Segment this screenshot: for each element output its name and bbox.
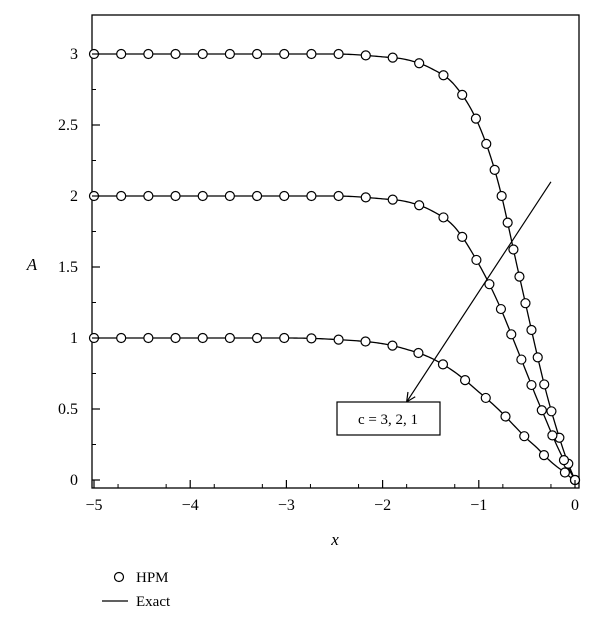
hpm-point-c2 [438, 212, 449, 223]
hpm-point-c2 [558, 455, 570, 466]
hpm-point-c2 [333, 190, 344, 202]
hpm-point-c2 [360, 192, 371, 203]
hpm-point-c2 [387, 194, 398, 205]
hpm-point-c1 [279, 332, 290, 344]
y-tick-label: 3 [70, 46, 78, 63]
hpm-point-c3 [496, 190, 507, 202]
hpm-point-c2 [251, 190, 263, 202]
hpm-point-c2 [526, 379, 537, 391]
hpm-point-c1 [143, 332, 154, 344]
hpm-point-c2 [224, 190, 235, 202]
hpm-point-c2 [506, 329, 517, 340]
hpm-point-c1 [387, 340, 398, 351]
hpm-point-c3 [251, 48, 263, 60]
legend-hpm-label: HPM [136, 570, 169, 586]
hpm-point-c1 [538, 450, 550, 461]
hpm-point-c3 [502, 217, 513, 228]
hpm-point-c3 [387, 52, 398, 63]
hpm-point-c3 [170, 48, 181, 60]
y-tick-label: 2.5 [58, 117, 78, 134]
annotation-text: c = 3, 2, 1 [358, 412, 418, 428]
hpm-point-c1 [116, 332, 127, 344]
hpm-point-c2 [484, 279, 495, 290]
hpm-point-c2 [457, 231, 468, 242]
hpm-point-c1 [306, 333, 317, 344]
hpm-point-c3 [546, 406, 557, 417]
axis-layer: −5 −4 −3 −2 −1 0 0 0.5 1 1.5 2 2.5 3 [58, 46, 579, 514]
y-tick-label: 2 [70, 188, 78, 205]
hpm-point-c1 [459, 375, 471, 386]
hpm-point-c3 [333, 48, 344, 60]
hpm-point-c1 [559, 467, 571, 478]
hpm-point-c3 [508, 244, 519, 255]
x-tick-label: 0 [571, 497, 579, 514]
legend-hpm-marker [113, 571, 125, 583]
hpm-point-c1 [519, 431, 530, 442]
hpm-point-c2 [414, 200, 425, 211]
hpm-point-c3 [360, 50, 371, 61]
hpm-point-c1 [500, 411, 511, 422]
hpm-point-c2 [306, 190, 317, 202]
legend-exact-label: Exact [136, 594, 171, 610]
hpm-point-c3 [470, 113, 482, 124]
legend: HPM Exact [102, 570, 171, 610]
hpm-point-c1 [197, 332, 208, 344]
hpm-point-c3 [306, 48, 317, 60]
annotation-arrow [406, 181, 552, 403]
hpm-marker-layer [88, 48, 581, 486]
hpm-point-c2 [143, 190, 154, 202]
hpm-point-c2 [516, 354, 527, 365]
x-tick-label: −1 [470, 497, 487, 514]
hpm-point-c1 [360, 336, 371, 347]
hpm-point-c3 [520, 298, 531, 309]
hpm-point-c1 [251, 332, 263, 344]
hpm-point-c2 [495, 303, 507, 315]
hpm-point-c3 [481, 138, 492, 149]
hpm-point-c2 [279, 190, 290, 202]
y-tick-label: 1 [70, 330, 78, 347]
annotation: c = 3, 2, 1 [336, 181, 552, 436]
hpm-point-c3 [526, 324, 537, 336]
x-axis-label: x [330, 530, 339, 549]
hpm-point-c3 [224, 48, 235, 60]
hpm-point-c3 [116, 48, 127, 60]
hpm-point-c1 [437, 359, 449, 370]
hpm-point-c3 [438, 70, 449, 81]
hpm-point-c3 [489, 164, 500, 175]
exact-line-c1 [94, 337, 576, 481]
annotation-box [336, 401, 441, 436]
y-tick-label: 0 [70, 472, 78, 489]
x-tick-label: −5 [85, 497, 102, 514]
hpm-point-c3 [197, 48, 208, 60]
y-axis-label: A [26, 255, 38, 274]
hpm-point-c2 [197, 190, 208, 202]
y-tick-label: 0.5 [58, 401, 78, 418]
hpm-point-c3 [532, 352, 543, 363]
hpm-point-c3 [279, 48, 290, 60]
hpm-point-c2 [116, 190, 127, 202]
hpm-point-c1 [170, 332, 181, 344]
x-tick-label: −4 [182, 497, 199, 514]
hpm-point-c2 [536, 405, 547, 416]
y-tick-label: 1.5 [58, 259, 78, 276]
hpm-point-c3 [514, 271, 525, 282]
hpm-point-c3 [539, 379, 550, 390]
x-tick-label: −3 [278, 497, 295, 514]
hpm-point-c2 [471, 254, 482, 266]
hpm-point-c1 [224, 332, 235, 344]
hpm-point-c3 [143, 48, 154, 60]
hpm-point-c1 [413, 347, 424, 359]
hpm-point-c3 [414, 58, 425, 69]
hpm-point-c1 [333, 334, 344, 345]
plot-frame [91, 14, 580, 489]
hpm-point-c3 [457, 89, 468, 100]
hpm-point-c2 [547, 430, 558, 441]
x-tick-label: −2 [374, 497, 391, 514]
hpm-point-c2 [170, 190, 181, 202]
hpm-point-c1 [480, 392, 491, 404]
